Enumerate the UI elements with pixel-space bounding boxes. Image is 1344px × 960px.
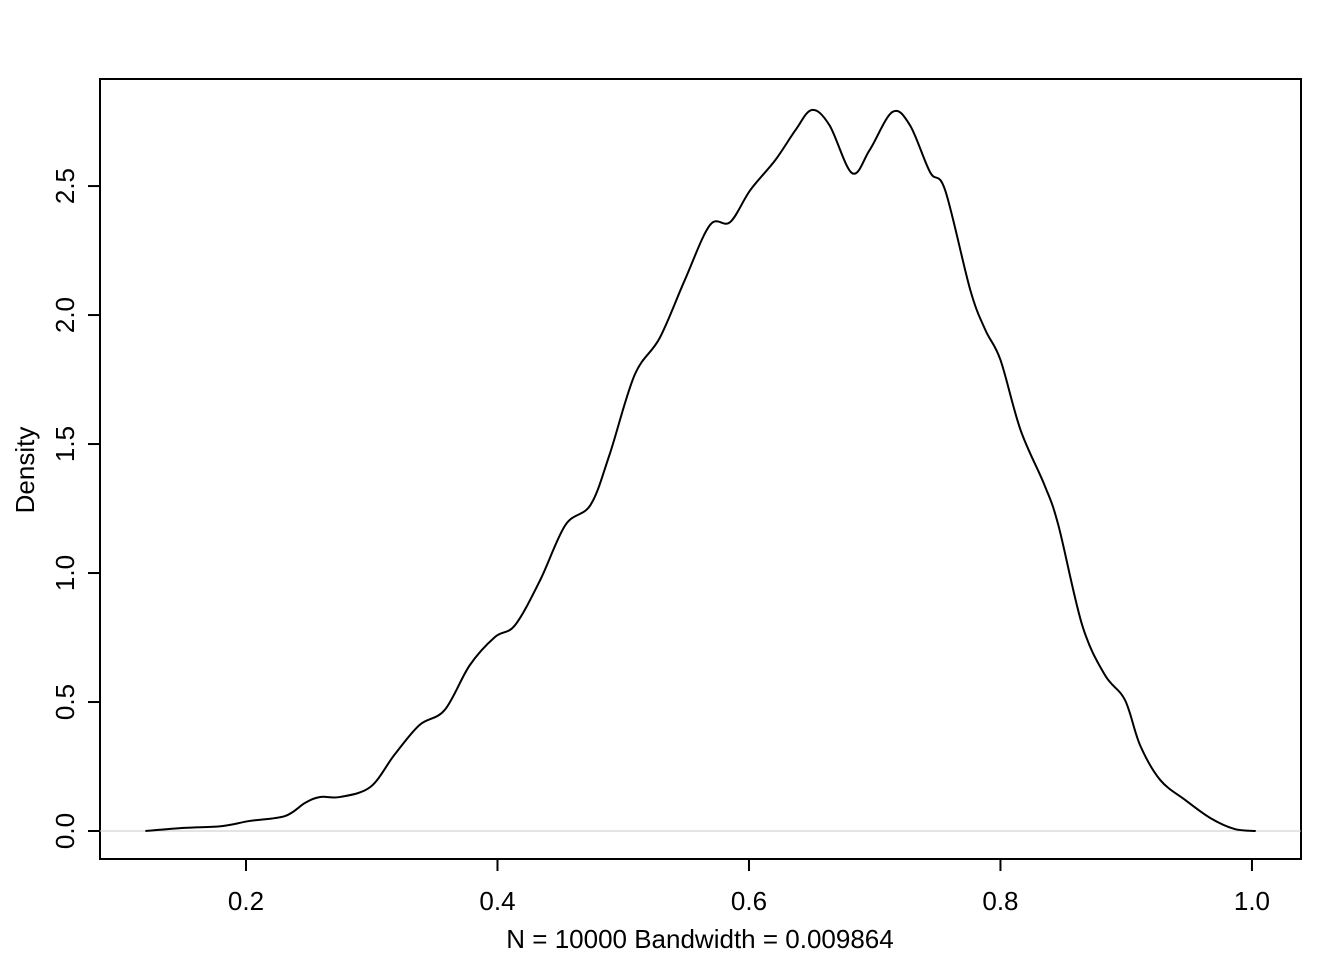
x-tick-label: 0.2 — [228, 886, 264, 916]
x-tick-label: 0.8 — [982, 886, 1018, 916]
y-axis-label: Density — [10, 427, 40, 514]
density-line — [145, 108, 1256, 833]
y-tick-label: 1.5 — [50, 426, 80, 462]
x-axis-label: N = 10000 Bandwidth = 0.009864 — [506, 924, 893, 954]
plot-frame — [99, 78, 1302, 860]
x-tick-label: 1.0 — [1234, 886, 1270, 916]
y-tick-label: 0.5 — [50, 684, 80, 720]
x-tick-label: 0.4 — [479, 886, 515, 916]
x-tick-label: 0.6 — [731, 886, 767, 916]
y-tick-label: 0.0 — [50, 813, 80, 849]
y-tick-label: 1.0 — [50, 555, 80, 591]
y-tick-label: 2.0 — [50, 297, 80, 333]
y-tick-label: 2.5 — [50, 168, 80, 204]
